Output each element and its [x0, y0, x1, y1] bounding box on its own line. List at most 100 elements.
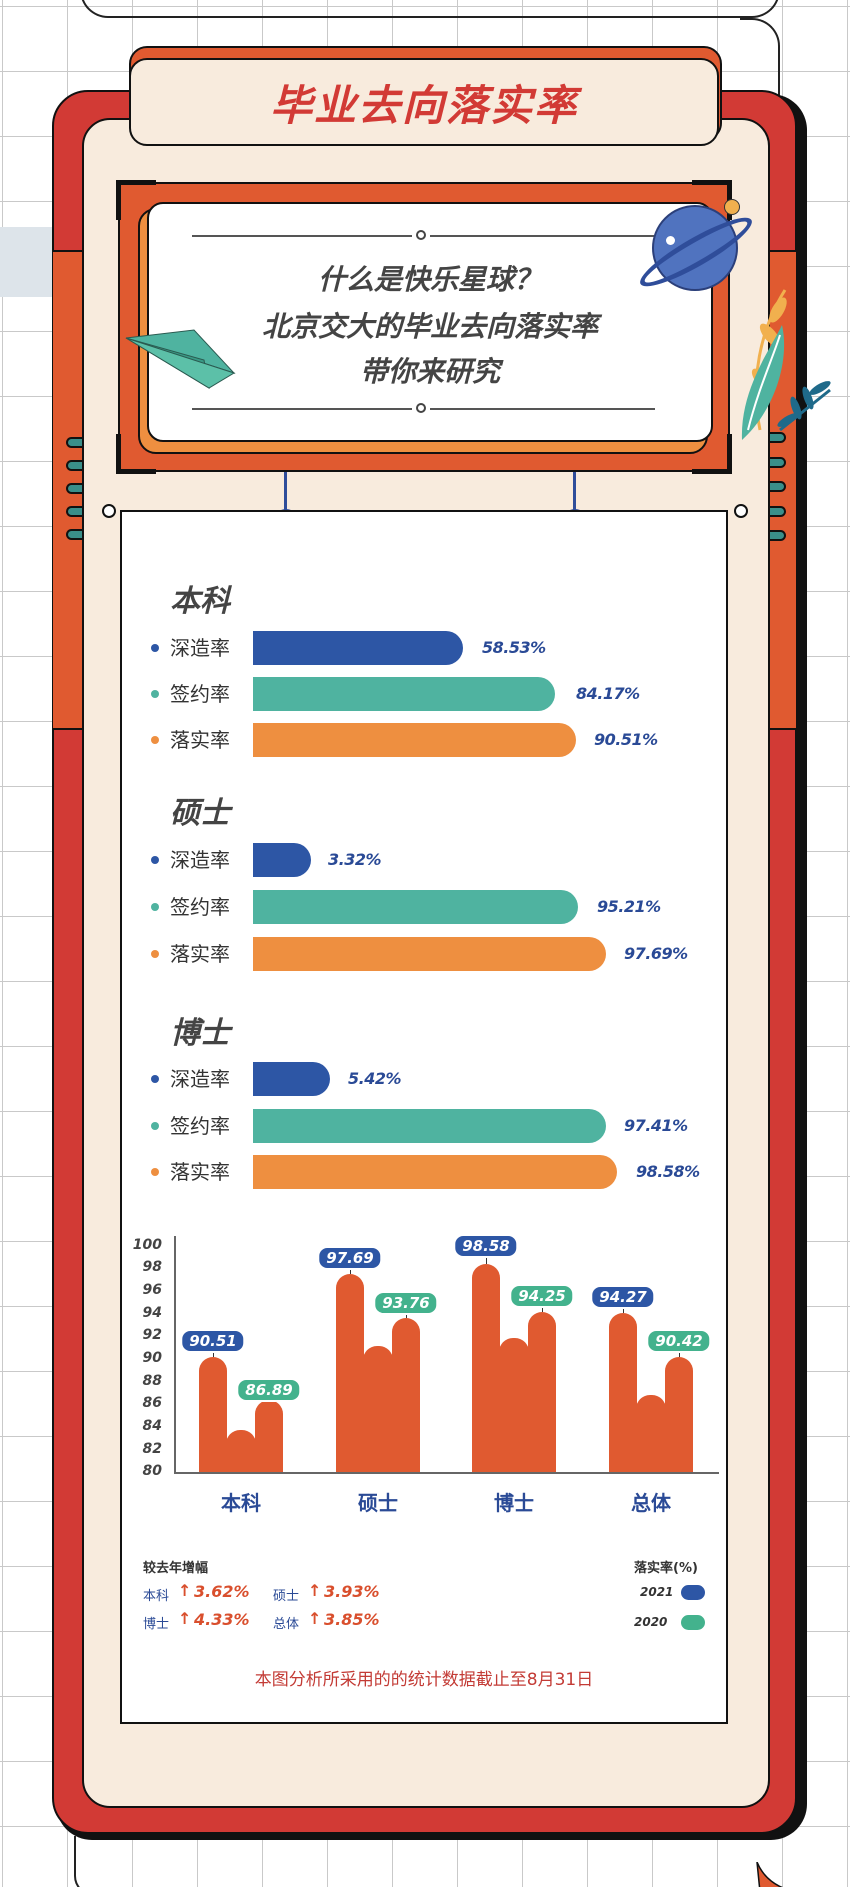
bar-placement: [253, 1155, 617, 1189]
bullet-dot: [151, 856, 159, 864]
board-corner: [116, 180, 156, 220]
y-tick: 96: [142, 1282, 162, 1298]
bar-contract: [253, 677, 555, 711]
divider-line: [430, 408, 655, 410]
hanger-line: [284, 472, 287, 514]
planet-highlight: [666, 236, 675, 245]
y-axis: [174, 1236, 176, 1474]
column-2020: [665, 1357, 693, 1472]
board-corner: [692, 434, 732, 474]
value-badge-2021: 94.27: [590, 1285, 656, 1309]
hanger-line: [573, 472, 576, 514]
y-tick: 88: [142, 1373, 162, 1389]
bar-value: 58.53%: [482, 638, 546, 657]
bar-contract: [253, 890, 578, 924]
bullet-dot: [151, 1168, 159, 1176]
y-tick: 82: [142, 1441, 162, 1457]
increase-value: 4.33%: [194, 1610, 250, 1629]
section-title: 本科: [170, 584, 230, 619]
category-label: 硕士: [358, 1491, 398, 1515]
bar-value: 3.32%: [328, 850, 382, 869]
board-corner: [116, 434, 156, 474]
value-badge-2020: 94.25: [509, 1284, 575, 1308]
column-bridge: [363, 1346, 393, 1472]
up-arrow-icon: ↑: [178, 1609, 192, 1628]
rail-end-dot: [734, 504, 748, 518]
row-label: 深造率: [170, 848, 230, 872]
section-title: 硕士: [170, 796, 230, 831]
side-tab: [66, 460, 82, 471]
bullet-dot: [151, 1075, 159, 1083]
divider-dot: [416, 230, 426, 240]
bar-further-study: [253, 1062, 330, 1096]
up-arrow-icon: ↑: [308, 1581, 322, 1600]
column-2021: [609, 1313, 637, 1472]
bar-value: 97.69%: [624, 944, 688, 963]
column-2020: [255, 1400, 283, 1472]
bar-placement: [253, 723, 576, 757]
y-tick: 86: [142, 1395, 162, 1411]
value-badge-2021: 98.58: [453, 1234, 519, 1258]
divider-line: [192, 408, 412, 410]
row-label: 签约率: [170, 895, 230, 919]
bullet-dot: [151, 903, 159, 911]
column-2021: [336, 1274, 364, 1472]
value-badge-2021: 90.51: [180, 1329, 246, 1353]
bullet-dot: [151, 950, 159, 958]
side-tab: [66, 529, 82, 540]
divider-line: [430, 235, 655, 237]
bar-value: 98.58%: [636, 1162, 700, 1181]
flame-decoration-icon: [756, 1862, 783, 1887]
legend-year: 2020: [634, 1615, 668, 1629]
increase-value: 3.85%: [324, 1610, 380, 1629]
category-label: 博士: [494, 1491, 534, 1515]
increase-label: 总体: [273, 1617, 300, 1632]
row-label: 落实率: [170, 728, 230, 752]
top-outline-decoration-right: [740, 18, 780, 148]
bar-further-study: [253, 843, 311, 877]
board-card: [147, 202, 713, 442]
legend-heading: 落实率(%): [634, 1561, 698, 1576]
y-tick: 98: [142, 1259, 162, 1275]
increase-label: 硕士: [273, 1589, 300, 1604]
up-arrow-icon: ↑: [308, 1609, 322, 1628]
bar-value: 95.21%: [597, 897, 661, 916]
x-axis: [174, 1472, 719, 1474]
side-tab: [770, 481, 786, 492]
y-tick: 100: [132, 1237, 162, 1253]
value-badge-2020: 90.42: [646, 1329, 712, 1353]
row-label: 签约率: [170, 1114, 230, 1138]
bar-value: 97.41%: [624, 1116, 688, 1135]
bar-value: 84.17%: [576, 684, 640, 703]
increase-label: 本科: [143, 1589, 170, 1604]
increase-heading: 较去年增幅: [143, 1561, 209, 1576]
bullet-dot: [151, 644, 159, 652]
divider-line: [192, 235, 412, 237]
leaf-decoration-icon: [741, 289, 831, 440]
column-2020: [528, 1312, 556, 1472]
value-badge-2020: 93.76: [373, 1291, 439, 1315]
side-tab: [770, 530, 786, 541]
divider-dot: [416, 403, 426, 413]
bottom-outline-decoration: [74, 1836, 94, 1887]
bar-placement: [253, 937, 606, 971]
bar-value: 5.42%: [348, 1069, 402, 1088]
side-tab: [770, 457, 786, 468]
column-2021: [199, 1357, 227, 1472]
row-label: 落实率: [170, 942, 230, 966]
increase-label: 博士: [143, 1617, 170, 1632]
planet-icon: [652, 205, 738, 291]
y-tick: 94: [142, 1305, 162, 1321]
y-tick: 84: [142, 1418, 162, 1434]
value-badge-2020: 86.89: [236, 1378, 302, 1402]
legend-year: 2021: [640, 1585, 674, 1599]
intro-line-3: 带你来研究: [359, 355, 500, 388]
side-tab: [770, 506, 786, 517]
row-label: 深造率: [170, 636, 230, 660]
section-title: 博士: [170, 1016, 230, 1051]
legend-swatch-2021: [681, 1585, 705, 1600]
moon-icon: [724, 199, 740, 215]
bar-further-study: [253, 631, 463, 665]
row-label: 深造率: [170, 1067, 230, 1091]
column-2021: [472, 1264, 500, 1472]
